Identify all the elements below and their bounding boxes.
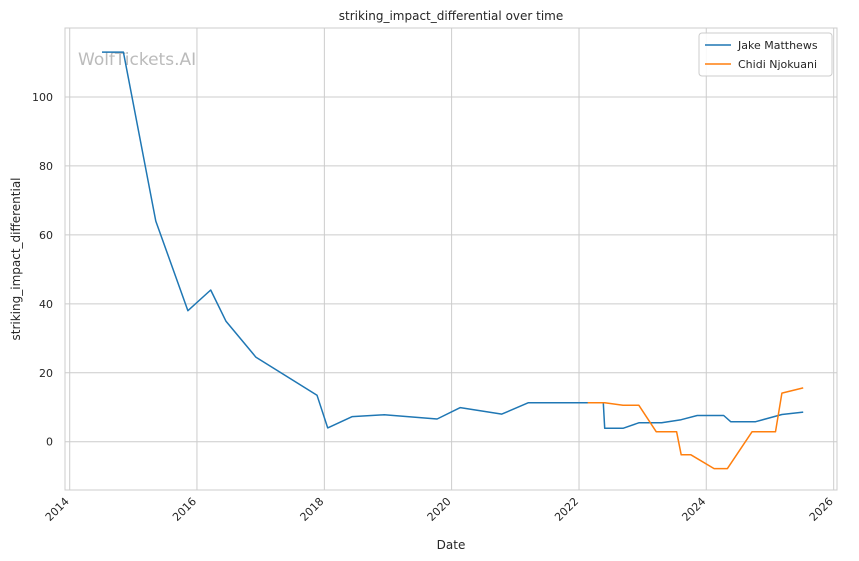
x-tick-label: 2014 <box>43 495 72 524</box>
y-tick-label: 80 <box>39 160 53 173</box>
chart-title: striking_impact_differential over time <box>339 9 564 23</box>
legend-label-jake-matthews: Jake Matthews <box>737 39 818 52</box>
plot-frame <box>64 27 838 491</box>
legend-label-chidi-njokuani: Chidi Njokuani <box>738 58 817 71</box>
grid-lines <box>65 28 837 490</box>
y-tick-label: 20 <box>39 367 53 380</box>
x-tick-label: 2018 <box>297 495 326 524</box>
y-tick-label: 40 <box>39 298 53 311</box>
y-tick-label: 0 <box>46 436 53 449</box>
series-lines <box>102 51 804 470</box>
series-line-chidi-njokuani <box>587 387 804 470</box>
x-tick-label: 2020 <box>425 495 454 524</box>
x-tick-label: 2016 <box>170 495 199 524</box>
y-tick-label: 60 <box>39 229 53 242</box>
x-axis-label: Date <box>437 538 466 552</box>
legend: Jake Matthews Chidi Njokuani <box>698 32 833 77</box>
legend-box <box>698 32 833 77</box>
y-axis-label: striking_impact_differential <box>9 177 23 340</box>
x-tick-label: 2024 <box>679 495 708 524</box>
x-tick-label: 2026 <box>807 495 836 524</box>
watermark: WolfTickets.AI <box>78 50 196 70</box>
x-tick-label: 2022 <box>552 495 581 524</box>
series-line-jake-matthews <box>102 51 804 430</box>
y-tick-label: 100 <box>32 91 53 104</box>
